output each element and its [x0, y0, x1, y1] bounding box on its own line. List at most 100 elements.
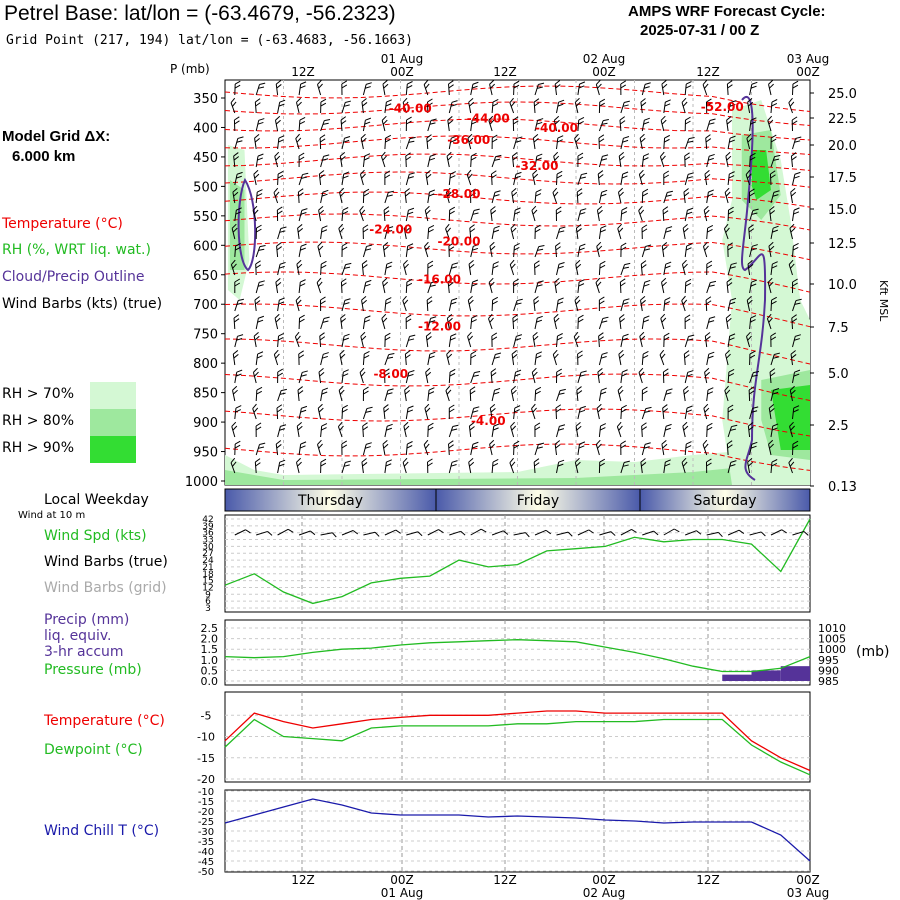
wind-barb-flag [387, 356, 394, 359]
wind-barb-flag [639, 371, 645, 377]
wind-barb-staff [234, 138, 239, 150]
wind-barb-flag [425, 407, 431, 413]
wind-barb-flag [534, 422, 541, 427]
wind-barb-staff [296, 264, 300, 276]
wind-barb-flag [279, 428, 286, 431]
wind-barb [341, 207, 349, 222]
wind-barb-flag [382, 439, 388, 445]
wind-barb [511, 350, 518, 366]
wind-barb-flag [297, 461, 302, 467]
wind-barb [383, 206, 390, 222]
wind-barb [255, 422, 262, 438]
legend-cloud-outline: Cloud/Precip Outline [2, 269, 145, 285]
wind-barb [555, 404, 562, 420]
wind-barb-flag [343, 302, 350, 305]
weekday-segment [639, 488, 811, 512]
wind-barb [706, 280, 717, 294]
wind-barb-flag [791, 191, 797, 197]
wind-barb [362, 117, 372, 132]
wind-barb [252, 205, 259, 222]
wind-barb [384, 99, 392, 114]
bottom-time-tick-label: 12Z [291, 873, 315, 887]
wind-barb-flag [663, 174, 670, 179]
wind-barb-staff [727, 174, 730, 186]
wind-barb-flag [492, 134, 498, 139]
wind-tick-label: 18 [202, 570, 214, 580]
wind-barb-flag [793, 207, 800, 211]
wind-barb [513, 171, 522, 186]
wind-barb-flag [729, 135, 736, 139]
wind-barb-flag [492, 427, 499, 431]
wind-barb-flag [535, 157, 542, 161]
wind-barb [620, 369, 628, 384]
wind-barb-flag [768, 281, 774, 287]
surface-wind-barb-staff [792, 530, 805, 536]
wind-barb [534, 244, 545, 258]
wind-barb-staff [556, 426, 560, 438]
wind-barb-flag [708, 351, 715, 355]
wind-barb [727, 135, 736, 150]
wind-barb-flag [514, 211, 521, 215]
wind-barb [556, 459, 565, 474]
wind-barb [598, 316, 609, 330]
wind-barb-staff [553, 120, 557, 132]
wind-barb-flag [491, 138, 498, 143]
wind-barb-flag [644, 279, 651, 283]
wind-barb-flag [490, 206, 496, 211]
wind-barb-staff [770, 299, 773, 312]
wind-barb-flag [298, 156, 305, 161]
wind-barb-flag [426, 296, 433, 301]
wind-barb-flag [428, 387, 435, 391]
wind-barb-flag [259, 442, 266, 445]
wind-barb [426, 134, 433, 150]
wind-barb-flag [620, 246, 627, 251]
wind-barb-flag [233, 152, 239, 157]
wind-barb-flag [489, 439, 495, 445]
wind-barb [427, 98, 433, 114]
wind-barb [362, 153, 371, 168]
wind-barb-staff [380, 156, 386, 168]
wind-barb-staff [723, 228, 729, 240]
wind-barb-flag [705, 138, 712, 143]
wind-barb-staff [381, 318, 386, 330]
wind-barb-staff [277, 390, 282, 402]
wind-barb-flag [360, 133, 366, 139]
wind-barb-staff [234, 408, 237, 420]
wind-barb [598, 387, 607, 402]
wind-barb-staff [318, 210, 322, 222]
wind-barb-flag [745, 169, 751, 175]
wind-barb-flag [662, 408, 669, 413]
wind-barb-flag [686, 373, 693, 377]
wind-barb [384, 261, 393, 276]
wind-barb-flag [641, 462, 647, 467]
wind-barb-flag [726, 353, 731, 359]
surface-wind-barb [298, 530, 316, 536]
wind-barb-flag [429, 320, 436, 323]
wind-barb-flag [238, 298, 244, 302]
wind-barb-flag [363, 157, 370, 161]
wind-barb-flag [703, 241, 708, 247]
wind-barb [749, 406, 759, 420]
wind-barb-flag [488, 313, 493, 319]
wind-barb-staff [403, 264, 407, 276]
wind-barb [577, 81, 586, 96]
wind-barb-flag [664, 265, 671, 269]
wind-barb-flag [302, 370, 308, 373]
wind-barb [619, 278, 626, 294]
wind-barb-flag [383, 83, 389, 89]
wind-barb-staff [574, 462, 579, 474]
wind-barb [320, 98, 327, 114]
wind-barb-flag [795, 136, 802, 139]
wind-barb-flag [258, 248, 265, 251]
wind-barb-flag [664, 138, 670, 143]
wind-barb [446, 349, 453, 366]
wind-barb-flag [683, 386, 689, 391]
wind-barb [277, 135, 285, 150]
wind-barb-staff [317, 444, 322, 456]
wind-barb-flag [580, 208, 587, 211]
wind-barb-flag [469, 461, 475, 467]
wind-barb [617, 385, 624, 402]
wind-barb [703, 205, 710, 222]
wind-barb [554, 278, 561, 294]
wind-barb [598, 332, 604, 348]
